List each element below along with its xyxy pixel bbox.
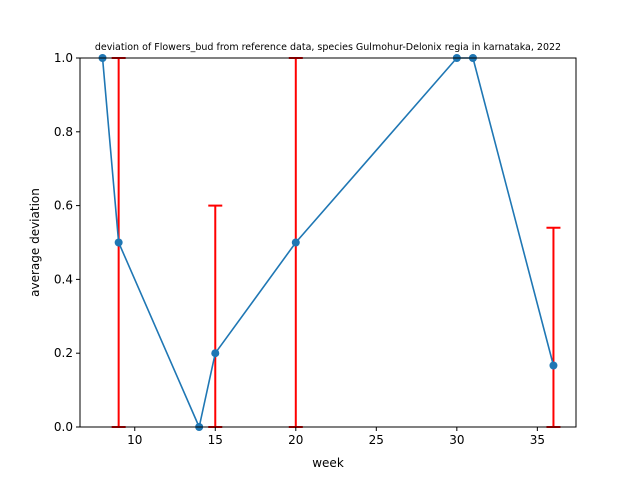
- x-axis-label: week: [312, 456, 344, 470]
- y-tick-label-4: 0.8: [54, 125, 73, 139]
- x-tick-label-4: 30: [449, 433, 464, 447]
- y-tick-label-3: 0.6: [54, 199, 73, 213]
- y-tick-label-1: 0.2: [54, 346, 73, 360]
- axes-frame: [80, 58, 576, 427]
- x-tick-label-1: 15: [208, 433, 223, 447]
- y-tick-label-5: 1.0: [54, 51, 73, 65]
- y-axis-label: average deviation: [28, 188, 42, 297]
- x-tick-label-0: 10: [127, 433, 142, 447]
- chart-title: deviation of Flowers_bud from reference …: [95, 42, 561, 53]
- y-tick-label-0: 0.0: [54, 420, 73, 434]
- x-tick-label-3: 25: [369, 433, 384, 447]
- data-point-1: [115, 239, 123, 247]
- x-tick-label-2: 20: [288, 433, 303, 447]
- data-point-7: [549, 361, 557, 369]
- series-line-0: [103, 58, 554, 427]
- y-tick-label-2: 0.4: [54, 272, 73, 286]
- data-point-4: [292, 239, 300, 247]
- data-point-3: [211, 349, 219, 357]
- x-tick-label-5: 35: [530, 433, 545, 447]
